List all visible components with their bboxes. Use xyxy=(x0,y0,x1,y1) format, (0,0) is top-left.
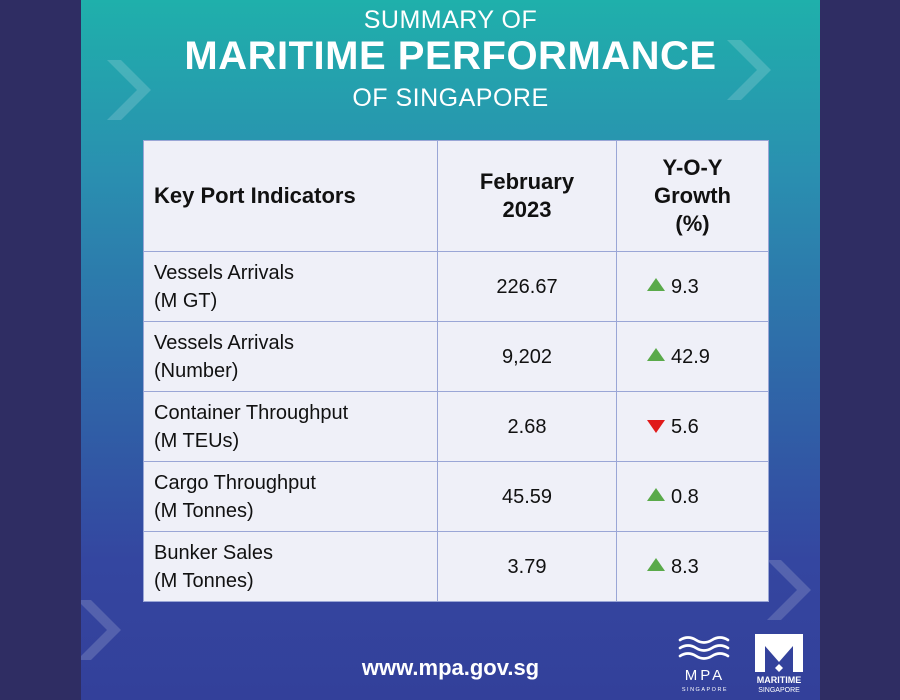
triangle-up-icon xyxy=(647,557,665,571)
header-period-month: February xyxy=(479,169,575,194)
title-line-3: OF SINGAPORE xyxy=(352,84,549,112)
triangle-up-icon xyxy=(647,347,665,361)
growth-cell: 5.6 xyxy=(616,391,769,462)
triangle-down-icon xyxy=(647,419,665,433)
growth-value: 5.6 xyxy=(671,415,699,438)
poster: SUMMARY OF MARITIME PERFORMANCE OF SINGA… xyxy=(81,0,820,700)
growth-value: 42.9 xyxy=(671,345,710,368)
table-row: Vessels Arrivals (Number) 9,202 42.9 xyxy=(143,321,769,392)
indicator-cell: Bunker Sales (M Tonnes) xyxy=(143,531,438,602)
maritime-singapore-logo: MARITIME SINGAPORE xyxy=(755,634,803,694)
indicator-label: Container Throughput xyxy=(154,401,349,424)
header-indicator-label: Key Port Indicators xyxy=(154,183,356,208)
table-row: Container Throughput (M TEUs) 2.68 5.6 xyxy=(143,391,769,462)
value-cell: 9,202 xyxy=(437,321,617,392)
maritime-logo-line1: MARITIME xyxy=(757,675,802,685)
triangle-up-icon xyxy=(647,487,665,501)
triangle-up-icon xyxy=(647,277,665,291)
indicator-unit: (M TEUs) xyxy=(154,429,240,452)
header-period-year: 2023 xyxy=(502,197,552,222)
growth-cell: 9.3 xyxy=(616,251,769,322)
header-growth-line3: (%) xyxy=(675,211,710,236)
value-cell: 3.79 xyxy=(437,531,617,602)
growth-cell: 8.3 xyxy=(616,531,769,602)
website-link[interactable]: www.mpa.gov.sg xyxy=(361,655,540,680)
header-period: February 2023 xyxy=(437,140,617,252)
value-cell: 45.59 xyxy=(437,461,617,532)
growth-cell: 42.9 xyxy=(616,321,769,392)
title-line-2: MARITIME PERFORMANCE xyxy=(184,34,717,78)
mpa-logo-subtext: SINGAPORE xyxy=(682,687,728,693)
indicator-cell: Vessels Arrivals (Number) xyxy=(143,321,438,392)
header-indicator: Key Port Indicators xyxy=(143,140,438,252)
value-cell: 2.68 xyxy=(437,391,617,462)
indicator-unit: (Number) xyxy=(154,359,239,382)
indicator-unit: (M GT) xyxy=(154,289,218,312)
mpa-logo-text: MPA xyxy=(685,667,725,684)
growth-value: 9.3 xyxy=(671,275,699,298)
indicator-unit: (M Tonnes) xyxy=(154,499,254,522)
indicator-unit: (M Tonnes) xyxy=(154,569,254,592)
table-row: Bunker Sales (M Tonnes) 3.79 8.3 xyxy=(143,531,769,602)
indicator-cell: Container Throughput (M TEUs) xyxy=(143,391,438,462)
table-row: Vessels Arrivals (M GT) 226.67 9.3 xyxy=(143,251,769,322)
header-growth-line2: Growth xyxy=(654,183,731,208)
indicator-label: Bunker Sales xyxy=(154,541,273,564)
header-growth-line1: Y-O-Y xyxy=(662,155,723,180)
table-row: Cargo Throughput (M Tonnes) 45.59 0.8 xyxy=(143,461,769,532)
maritime-logo-line2: SINGAPORE xyxy=(758,687,800,694)
key-port-indicators-table: Key Port Indicators February 2023 Y-O-Y … xyxy=(143,140,769,602)
growth-value: 8.3 xyxy=(671,555,699,578)
header-growth: Y-O-Y Growth (%) xyxy=(616,140,769,252)
value-cell: 226.67 xyxy=(437,251,617,322)
title-line-1: SUMMARY OF xyxy=(363,6,538,34)
growth-value: 0.8 xyxy=(671,485,699,508)
indicator-label: Cargo Throughput xyxy=(154,471,316,494)
table-header-row: Key Port Indicators February 2023 Y-O-Y … xyxy=(143,140,769,252)
mpa-logo: MPA SINGAPORE xyxy=(678,636,730,693)
indicator-cell: Cargo Throughput (M Tonnes) xyxy=(143,461,438,532)
indicator-label: Vessels Arrivals xyxy=(154,261,295,284)
growth-cell: 0.8 xyxy=(616,461,769,532)
indicator-label: Vessels Arrivals xyxy=(154,331,295,354)
indicator-cell: Vessels Arrivals (M GT) xyxy=(143,251,438,322)
